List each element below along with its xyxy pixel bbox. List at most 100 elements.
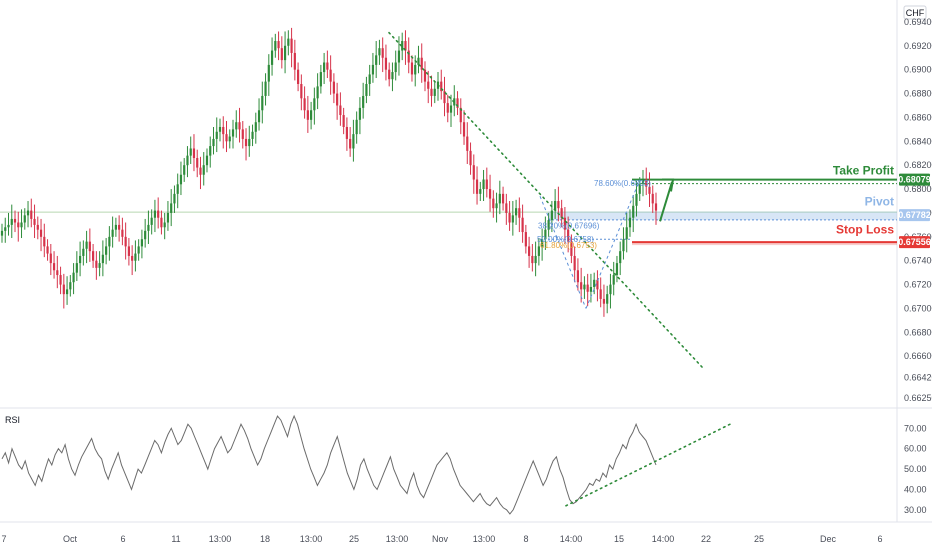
time-tick-label: 13:00	[209, 534, 232, 544]
candle-body	[339, 105, 342, 116]
candle-body	[560, 208, 563, 218]
candle-body	[134, 253, 137, 261]
time-tick-label: 22	[701, 534, 711, 544]
candle-body	[78, 255, 82, 264]
candlestick-series	[0, 27, 658, 317]
candle-body	[225, 134, 228, 142]
time-axis[interactable]: 7 Oct 6 11 13:00 18 13:00 25 13:00 Nov 13:00 8 14:00…	[1, 534, 882, 544]
candle-body	[231, 129, 235, 137]
time-tick-label: 15	[614, 534, 624, 544]
time-tick-label: 18	[260, 534, 270, 544]
time-tick-label: Nov	[432, 534, 449, 544]
candle-body	[111, 229, 114, 237]
candle-body	[332, 81, 335, 94]
candle-body	[270, 50, 274, 65]
candle-body	[293, 52, 296, 70]
candle-body	[466, 136, 469, 151]
candle-body	[524, 232, 527, 247]
take-profit-price: 0.68079	[898, 175, 931, 185]
projection-arrow-head	[662, 178, 675, 192]
candle-body	[345, 126, 348, 139]
candle-body	[404, 41, 407, 51]
candle-body	[300, 84, 303, 99]
candle-body	[88, 241, 91, 252]
candle-body	[118, 224, 121, 230]
candle-body	[498, 193, 501, 204]
candle-body	[609, 284, 612, 295]
candle-body	[69, 282, 72, 290]
candle-body	[602, 298, 606, 304]
candle-body	[501, 193, 505, 204]
candle-body	[583, 284, 586, 290]
time-tick-label: Oct	[63, 534, 78, 544]
candle-body	[427, 81, 430, 89]
candle-body	[336, 93, 339, 106]
candle-body	[114, 224, 117, 230]
candle-body	[456, 98, 459, 108]
candle-body	[528, 246, 531, 256]
stop-loss-zone	[632, 242, 897, 246]
candle-body	[39, 229, 43, 237]
candle-body	[443, 91, 446, 104]
candle-body	[352, 134, 355, 149]
rsi-tick-label: 50.00	[904, 464, 927, 474]
candle-body	[306, 110, 309, 120]
candle-body	[586, 284, 589, 292]
candle-body	[537, 246, 540, 256]
candle-body	[593, 279, 596, 287]
candle-body	[85, 241, 88, 249]
candle-body	[13, 218, 17, 223]
pivot-badge: 0.67782	[898, 209, 931, 222]
time-tick-label: 7	[1, 534, 6, 544]
candle-body	[619, 251, 622, 264]
candle-body	[222, 126, 225, 135]
candle-body	[547, 220, 550, 230]
fib-swing-line	[539, 196, 587, 309]
candle-body	[635, 193, 638, 206]
candle-body	[144, 230, 147, 240]
candle-body	[228, 136, 231, 142]
candle-body	[140, 239, 144, 247]
candle-body	[313, 98, 316, 111]
candle-body	[521, 217, 524, 233]
candle-body	[319, 72, 322, 87]
candle-body	[105, 246, 108, 255]
level-zones	[540, 178, 897, 246]
candle-body	[121, 229, 124, 237]
candle-body	[209, 146, 212, 156]
candle-body	[157, 210, 160, 218]
candle-body	[495, 203, 498, 209]
candle-body	[183, 165, 186, 175]
time-tick-label: 14:00	[652, 534, 675, 544]
chart-drawings[interactable]	[388, 31, 703, 368]
candle-body	[310, 110, 313, 120]
candle-body	[46, 246, 49, 254]
candle-body	[606, 294, 609, 304]
candle-body	[277, 41, 280, 49]
projection-arrow-shaft	[659, 181, 673, 222]
fib-label-500: 50.00%(0.6758)	[537, 235, 594, 244]
rsi-tick-label: 40.00	[904, 484, 927, 494]
candle-body	[368, 74, 371, 84]
candle-body	[7, 224, 10, 228]
rsi-line	[1, 414, 657, 515]
candle-body	[0, 230, 4, 236]
candle-body	[59, 275, 62, 285]
candle-body	[127, 246, 130, 256]
candle-body	[189, 148, 192, 156]
candle-body	[267, 64, 270, 82]
candle-body	[17, 222, 20, 228]
descending-trendline[interactable]	[388, 31, 703, 368]
pivot-zone	[548, 211, 897, 220]
rsi-axis: 70.00 60.00 50.00 40.00 30.00	[904, 423, 927, 515]
candle-body	[186, 155, 189, 166]
candle-body	[648, 186, 651, 194]
candle-body	[62, 284, 65, 295]
